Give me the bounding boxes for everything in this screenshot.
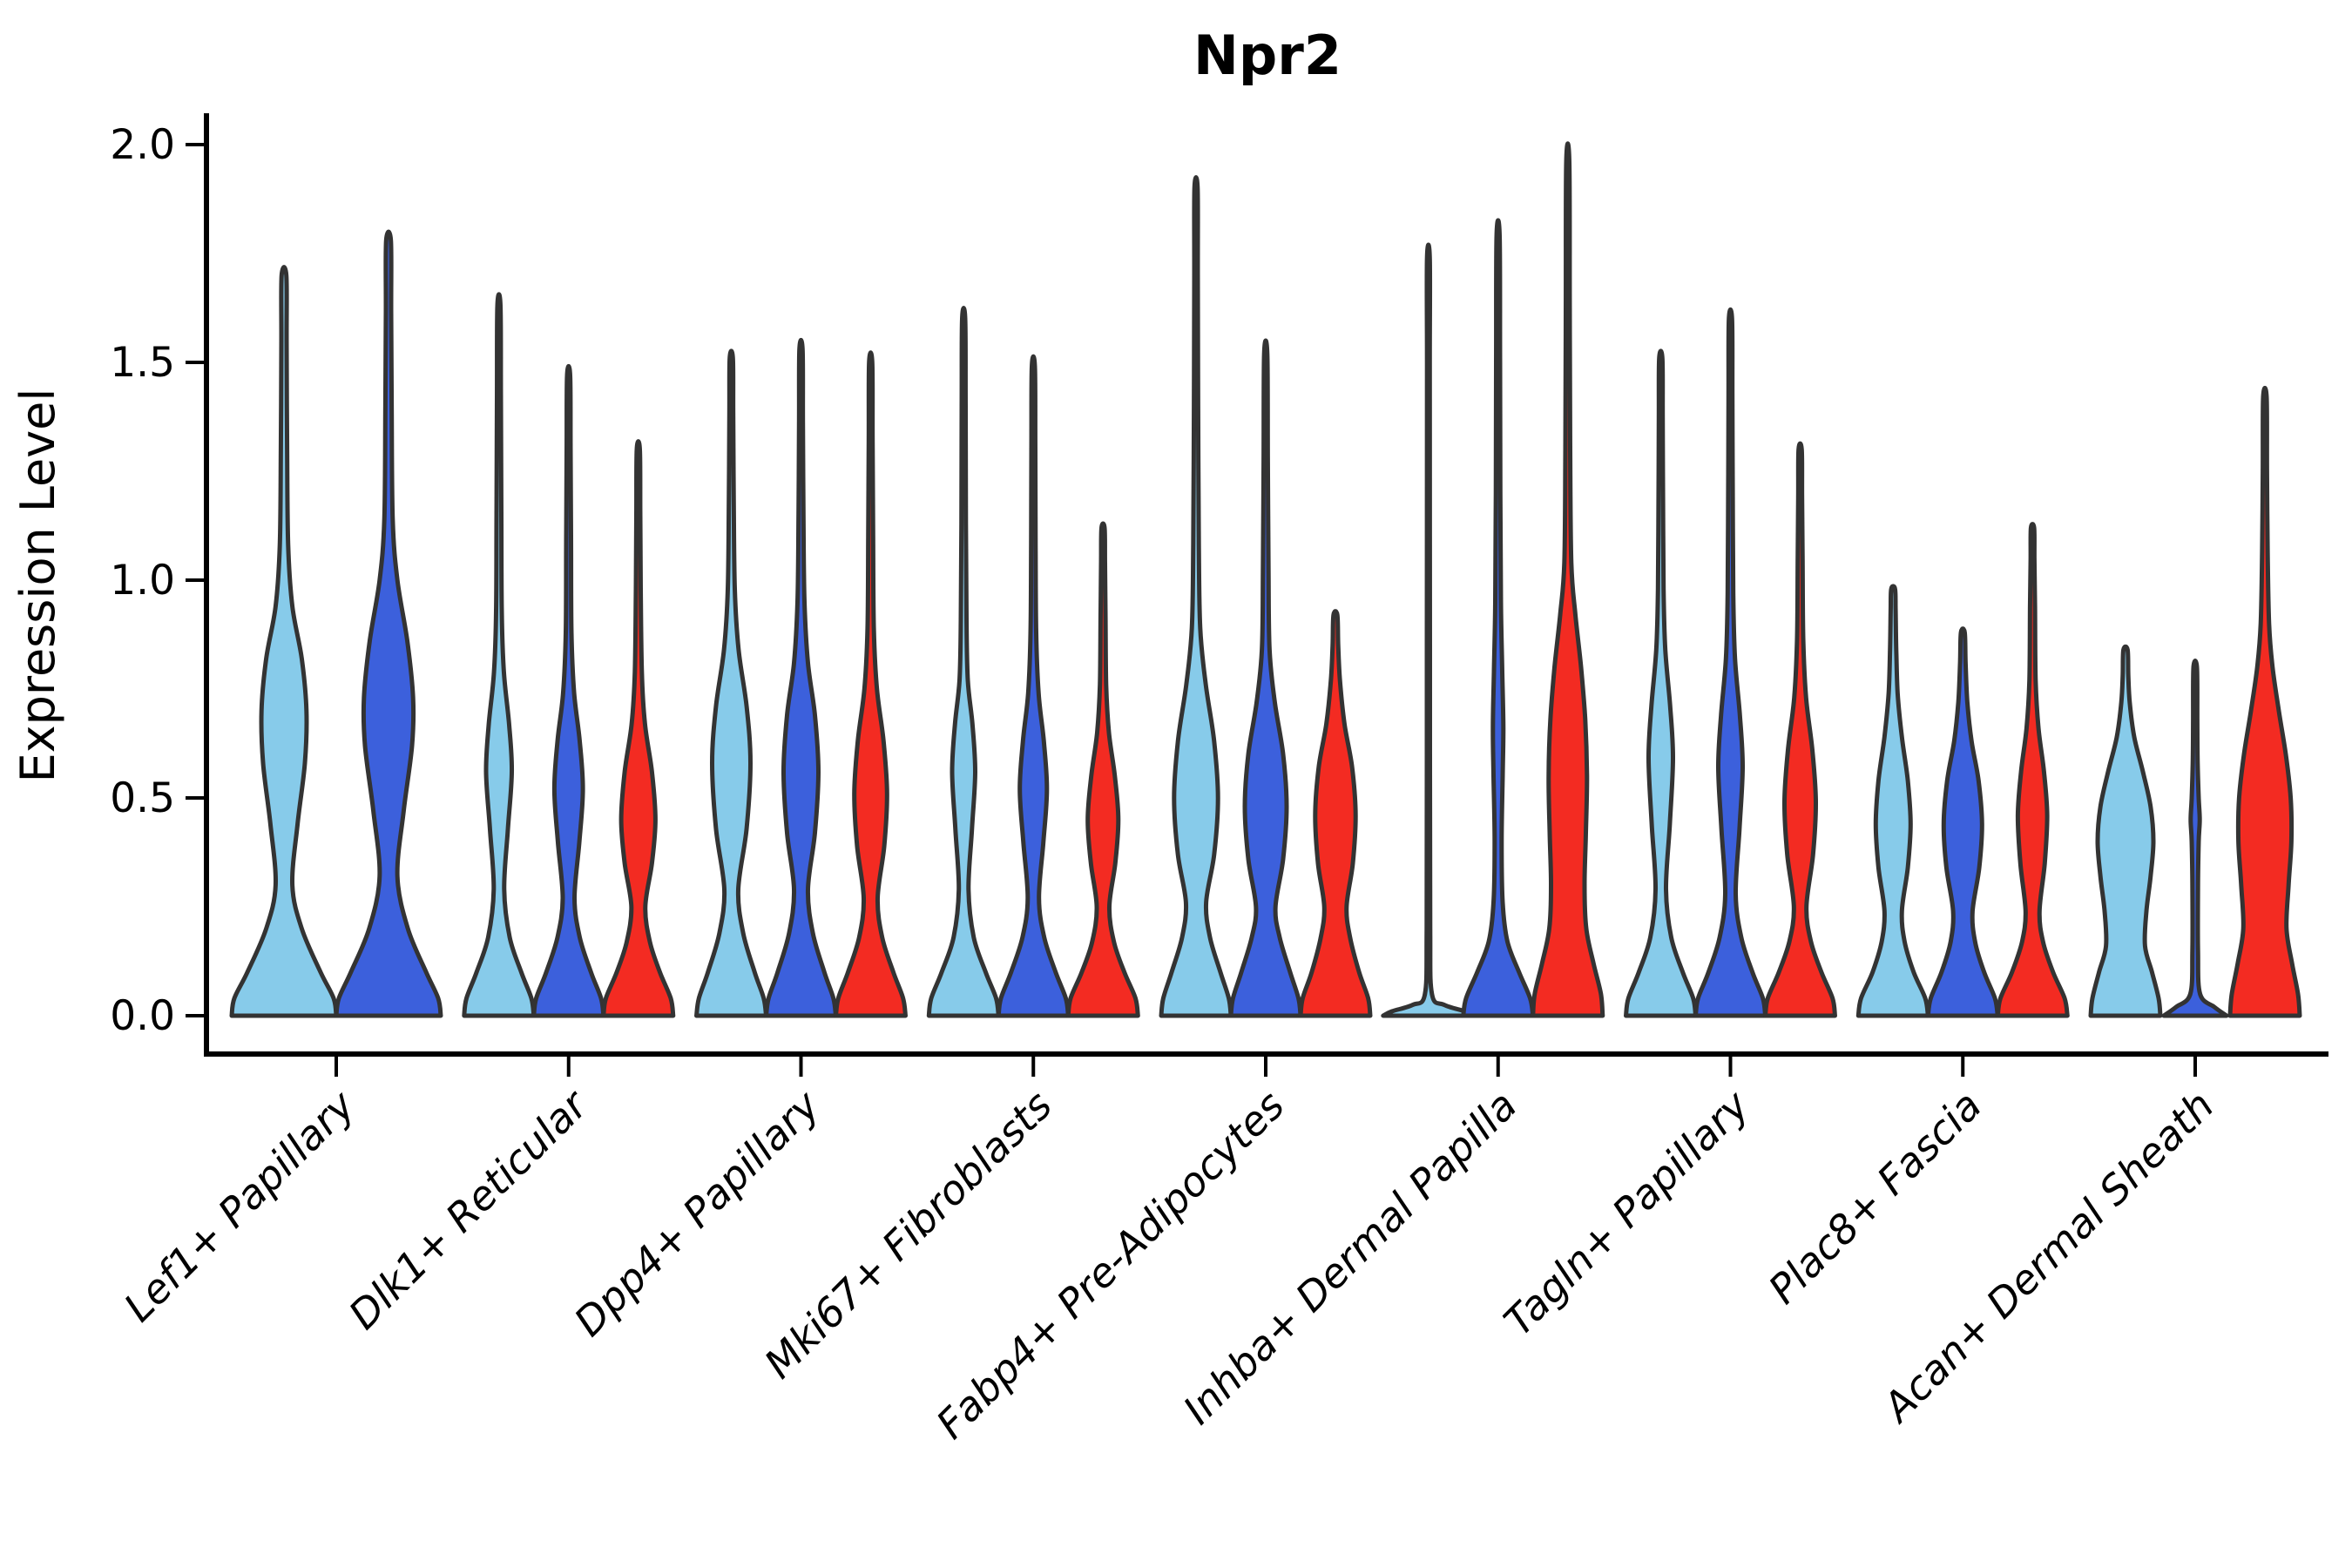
violin-lef1-papillary-light_blue [229,265,339,1018]
y-tick-label: 0.0 [110,992,175,1040]
violin-acan-dermal-sheath-red [2227,385,2302,1018]
y-axis-label: Expression Level [10,389,65,783]
violin-acan-dermal-sheath-light_blue [2088,644,2163,1018]
violin-tagln-papillary-red [1763,441,1837,1018]
x-axis-category-label: Plac8+ Fascia [1760,1082,1990,1313]
violin-dlk1-reticular-light_blue [462,292,537,1018]
violin-plac8-fascia-light_blue [1855,584,1930,1018]
violin-dlk1-reticular-royal_blue [531,363,606,1018]
violin-mki67-fibroblasts-light_blue [926,305,1001,1018]
violin-acan-dermal-sheath-royal_blue [2161,659,2229,1018]
x-axis-category-label: Tagln+ Papillary [1495,1081,1759,1345]
axes-layer: 0.0 0.5 1.0 1.5 2.0 [110,113,2328,1077]
violin-mki67-fibroblasts-red [1065,521,1140,1018]
violin-dpp4-papillary-red [834,350,908,1018]
y-tick-label: 2.0 [110,121,175,169]
violin-fabp4-pre-adipocytes-royal_blue [1228,338,1303,1018]
violin-mki67-fibroblasts-royal_blue [996,354,1071,1018]
violin-inhba-dermal-papilla-light_blue [1381,242,1477,1018]
violin-fabp4-pre-adipocytes-light_blue [1159,174,1233,1018]
violin-dlk1-reticular-red [601,439,676,1018]
violin-layer [229,141,2302,1018]
y-tick-label: 1.0 [110,557,175,605]
violin-tagln-papillary-light_blue [1624,348,1698,1018]
violin-plac8-fascia-royal_blue [1925,626,2000,1018]
y-tick-label: 0.5 [110,774,175,822]
x-axis-category-label: Lef1+ Papillary [115,1081,364,1330]
violin-inhba-dermal-papilla-royal_blue [1461,218,1536,1018]
chart-title: Npr2 [1193,24,1342,87]
violin-inhba-dermal-papilla-red [1531,141,1605,1018]
violin-dpp4-papillary-royal_blue [764,337,838,1018]
y-tick-label: 1.5 [110,339,175,387]
violin-plac8-fascia-red [1995,522,2070,1018]
violin-dpp4-papillary-light_blue [694,348,768,1018]
violin-fabp4-pre-adipocytes-red [1298,609,1373,1018]
violin-lef1-papillary-royal_blue [334,229,443,1018]
violin-tagln-papillary-royal_blue [1693,307,1767,1018]
x-axis-category-label: Dlk1+ Reticular [340,1079,598,1338]
x-axis-category-label: Dpp4+ Papillary [565,1081,829,1345]
